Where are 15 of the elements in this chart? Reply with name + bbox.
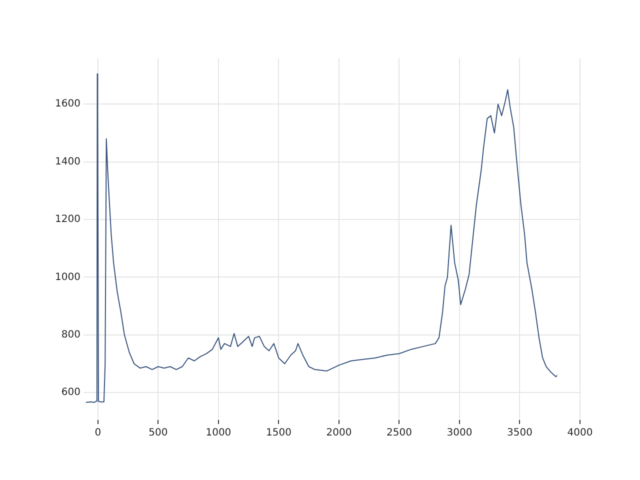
x-tick-label: 3000 bbox=[446, 428, 472, 439]
y-tick-label: 1400 bbox=[54, 156, 80, 168]
y-tick-label: 1600 bbox=[54, 98, 80, 110]
x-tick-label: 1500 bbox=[266, 428, 292, 439]
x-tick-label: 500 bbox=[148, 428, 168, 439]
x-tick-label: 4000 bbox=[567, 428, 593, 439]
y-tick-label: 800 bbox=[61, 330, 80, 340]
y-tick-label: 600 bbox=[61, 387, 80, 398]
x-tick-label: 3500 bbox=[507, 428, 532, 439]
x-tick-label: 1000 bbox=[206, 428, 232, 439]
y-tick-label: 1000 bbox=[54, 272, 80, 283]
x-tick-label: 2500 bbox=[386, 428, 412, 439]
y-tick-label: 1200 bbox=[54, 214, 80, 226]
x-tick-label: 2000 bbox=[326, 428, 352, 439]
x-tick-label: 0 bbox=[94, 428, 102, 439]
